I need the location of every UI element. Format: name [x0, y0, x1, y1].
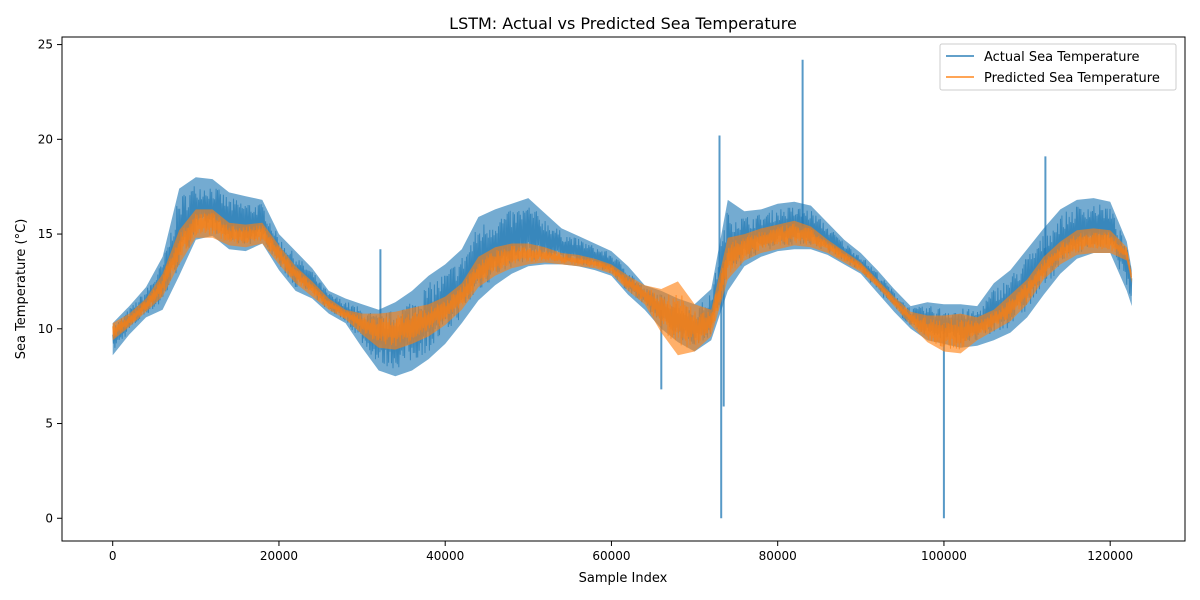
- y-axis: 0 5 10 15 20 25: [38, 38, 62, 525]
- chart-title: LSTM: Actual vs Predicted Sea Temperatur…: [449, 14, 797, 33]
- y-axis-label: Sea Temperature (°C): [14, 219, 29, 360]
- y-tick-label-5: 25: [38, 38, 53, 52]
- x-tick-label-4: 80000: [759, 549, 797, 563]
- x-tick-label-6: 120000: [1087, 549, 1133, 563]
- series-band-predicted: [112, 209, 1132, 356]
- x-tick-label-0: 0: [109, 549, 117, 563]
- y-tick-label-3: 15: [38, 227, 53, 241]
- x-tick-label-1: 20000: [260, 549, 298, 563]
- x-tick-label-5: 100000: [921, 549, 967, 563]
- plot-area: [112, 59, 1133, 519]
- legend-box: [939, 43, 1177, 91]
- y-tick-label-1: 5: [45, 417, 53, 431]
- y-tick-label-2: 10: [38, 322, 53, 336]
- y-tick-label-4: 20: [38, 132, 53, 146]
- legend-label-predicted: Predicted Sea Temperature: [984, 71, 1160, 86]
- x-tick-label-3: 60000: [592, 549, 630, 563]
- series-line-predicted: [112, 212, 1133, 350]
- legend-label-actual: Actual Sea Temperature: [984, 50, 1140, 65]
- plot-frame: [61, 36, 1186, 542]
- y-tick-label-0: 0: [45, 511, 53, 525]
- x-axis: 0 20000 40000 60000 80000 100000 120000: [109, 541, 1133, 563]
- x-tick-label-2: 40000: [426, 549, 464, 563]
- legend: Actual Sea Temperature Predicted Sea Tem…: [939, 43, 1177, 91]
- x-axis-label: Sample Index: [579, 571, 668, 586]
